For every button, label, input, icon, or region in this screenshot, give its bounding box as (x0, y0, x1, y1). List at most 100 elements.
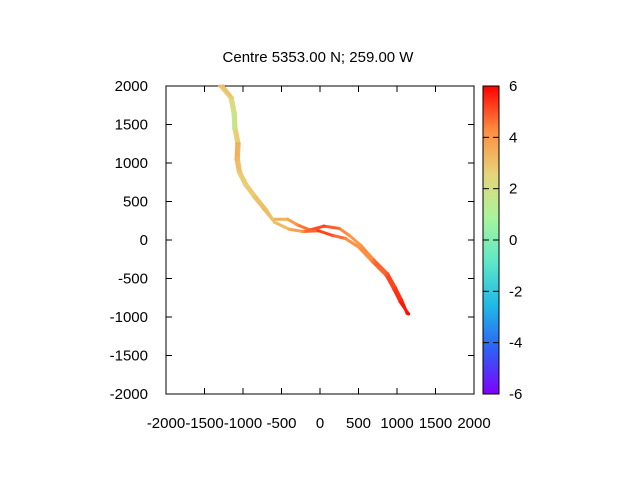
track-point-1 (272, 220, 277, 224)
track-point-1 (287, 227, 291, 231)
track-segment-0 (347, 233, 363, 247)
track-segment-0 (286, 217, 299, 227)
track-point-1 (245, 182, 249, 187)
track-segment-0 (386, 272, 397, 290)
y-tick-label: -2000 (110, 386, 148, 403)
y-axis: 2000 1500 1000 500 0 -500 -1000 -1500 -2000 (110, 78, 474, 403)
track-segment-0 (372, 258, 390, 276)
track-segment-0 (236, 170, 247, 187)
colorbar-tick-label: -6 (509, 386, 522, 403)
track-point-0 (286, 217, 290, 221)
colorbar-tick-label: 2 (509, 181, 517, 198)
track-point-1 (384, 273, 388, 278)
track-segment-0 (337, 226, 351, 237)
track-segment-0 (243, 183, 256, 199)
track-segment-1 (370, 260, 388, 277)
track-segment-1 (254, 195, 268, 211)
track-point-1 (237, 142, 241, 146)
x-tick-label: 500 (346, 415, 371, 432)
track-point-1 (406, 312, 411, 316)
track-point-1 (330, 233, 334, 237)
track-segment-0 (308, 224, 326, 232)
track-segment-0 (234, 142, 239, 161)
track-point-1 (236, 157, 240, 161)
track-segment-1 (301, 229, 320, 234)
track-segment-1 (230, 96, 237, 115)
x-axis: -2000 -1500 -1000 -500 0 500 1000 1500 2000 (147, 86, 491, 432)
colorbar-tick-label: 4 (509, 129, 517, 146)
track-point-1 (233, 111, 237, 115)
track-segment-1 (264, 207, 277, 224)
track-traces (218, 84, 411, 316)
track-segment-1 (239, 170, 249, 187)
track-segment-1 (392, 287, 402, 304)
y-tick-label: -500 (118, 271, 148, 288)
colorbar-tick-label: -4 (509, 335, 522, 352)
track-point-1 (356, 245, 361, 249)
track-point-0 (322, 224, 326, 228)
x-tick-label: 0 (316, 415, 324, 432)
track-segment-1 (273, 220, 291, 231)
x-tick-label: -1000 (224, 415, 262, 432)
colorbar-tick-label: 6 (509, 78, 517, 95)
y-tick-label: 1000 (115, 155, 148, 172)
track-point-1 (343, 236, 348, 241)
track-segment-0 (252, 195, 266, 211)
x-tick-label: -1500 (185, 415, 223, 432)
track-segment-0 (231, 111, 236, 130)
track-point-1 (254, 195, 258, 199)
track-point-0 (218, 84, 222, 88)
track-point-1 (301, 229, 305, 234)
track-segment-1 (384, 273, 396, 291)
y-tick-label: -1500 (110, 348, 148, 365)
track-point-0 (347, 233, 351, 237)
track-point-1 (264, 207, 268, 211)
track-point-0 (359, 243, 363, 247)
track-segment-1 (221, 84, 234, 100)
track-point-1 (392, 287, 396, 291)
y-tick-label: 500 (123, 194, 148, 211)
track-point-1 (370, 259, 374, 264)
track-segment-1 (343, 236, 360, 249)
y-tick-label: 0 (140, 232, 148, 249)
track-point-1 (221, 84, 225, 88)
track-segment-1 (357, 245, 374, 264)
track-segment-0 (359, 243, 376, 262)
track-segment-1 (330, 233, 347, 240)
track-segment-0 (234, 157, 240, 174)
colorbar-axis: 6 4 2 0 -2 -4 -6 (483, 78, 522, 403)
x-tick-label: 1000 (380, 415, 413, 432)
track-segment-0 (393, 286, 404, 302)
track-segment-1 (233, 111, 238, 130)
colorbar-tick-label: 0 (509, 232, 517, 249)
track-segment-1 (398, 300, 411, 316)
chart-title: Centre 5353.00 N; 259.00 W (223, 49, 415, 66)
track-segment-0 (322, 224, 341, 230)
y-tick-label: 1500 (115, 117, 148, 134)
colorbar-tick-label: -2 (509, 283, 522, 300)
y-tick-label: 2000 (115, 78, 148, 95)
track-point-1 (316, 229, 321, 233)
track-segment-1 (234, 126, 241, 146)
track-segment-0 (218, 84, 232, 100)
track-segment-1 (245, 183, 258, 199)
y-tick-label: -1000 (110, 309, 148, 326)
track-point-0 (295, 223, 299, 227)
track-segment-1 (287, 227, 305, 234)
track-segment-1 (236, 142, 241, 161)
x-tick-label: 2000 (457, 415, 490, 432)
x-tick-label: -500 (266, 415, 296, 432)
track-point-1 (239, 170, 243, 174)
track-point-1 (230, 95, 234, 100)
x-tick-label: 1500 (419, 415, 452, 432)
track-point-0 (234, 157, 238, 161)
plot-frame (165, 85, 475, 395)
track-segment-1 (316, 229, 334, 237)
x-tick-label: -2000 (147, 415, 185, 432)
track-segment-0 (295, 223, 312, 232)
track-segment-0 (232, 126, 239, 146)
track-point-1 (398, 300, 402, 304)
track-segment-0 (228, 96, 235, 115)
track-point-0 (337, 226, 341, 231)
